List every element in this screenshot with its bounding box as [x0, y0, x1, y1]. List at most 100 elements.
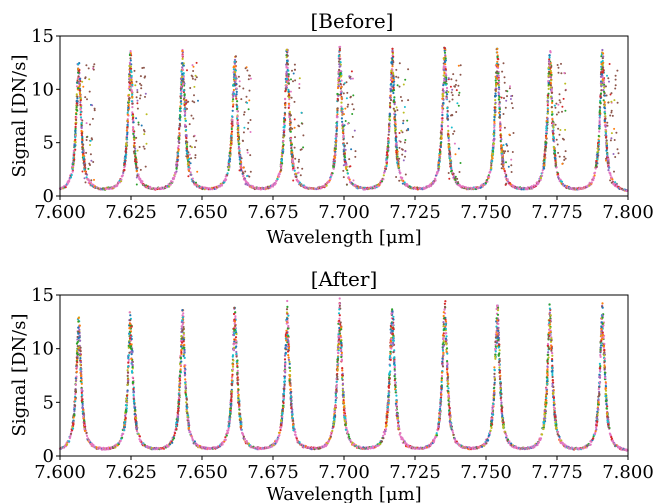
- data-point: [185, 128, 188, 132]
- data-point: [135, 96, 138, 99]
- data-point: [597, 134, 600, 138]
- data-point: [605, 139, 608, 142]
- data-point: [128, 81, 131, 84]
- data-point: [181, 72, 184, 75]
- data-point: [338, 63, 341, 66]
- data-point: [179, 109, 182, 112]
- data-point: [290, 143, 293, 146]
- data-point: [89, 139, 92, 142]
- data-point: [615, 131, 618, 134]
- data-point: [72, 149, 75, 152]
- data-point: [237, 133, 240, 136]
- data-point: [340, 97, 343, 100]
- data-point: [453, 142, 456, 145]
- data-point: [78, 92, 82, 95]
- data-point: [349, 165, 352, 168]
- data-point: [550, 73, 553, 76]
- data-point: [193, 85, 196, 88]
- data-point: [285, 86, 288, 89]
- data-point: [187, 169, 190, 172]
- data-point: [398, 146, 401, 149]
- data-point: [603, 86, 606, 89]
- data-point: [549, 76, 553, 79]
- data-point: [497, 98, 500, 101]
- data-point: [486, 180, 489, 183]
- data-point: [554, 159, 557, 162]
- data-point: [183, 114, 187, 117]
- data-point: [186, 69, 188, 72]
- data-point: [342, 92, 345, 95]
- data-point: [447, 135, 450, 138]
- x-tick-label: 7.725: [389, 202, 441, 223]
- data-point: [401, 148, 404, 151]
- data-point: [434, 179, 437, 182]
- data-point: [344, 148, 347, 151]
- data-point: [89, 153, 92, 156]
- data-point: [74, 125, 77, 128]
- data-point: [89, 123, 91, 126]
- data-point: [447, 91, 450, 93]
- data-point: [548, 64, 551, 67]
- data-point: [128, 84, 131, 87]
- data-point: [244, 170, 247, 173]
- data-point: [557, 151, 560, 154]
- data-point: [143, 133, 146, 136]
- data-point: [230, 127, 233, 131]
- data-point: [494, 92, 497, 95]
- data-point: [131, 106, 134, 109]
- data-point: [346, 105, 349, 108]
- data-point: [405, 129, 408, 132]
- data-point: [443, 60, 446, 64]
- data-point: [289, 123, 292, 126]
- data-point: [509, 85, 511, 88]
- data-point: [457, 104, 460, 107]
- data-point: [178, 122, 181, 125]
- data-point: [341, 127, 344, 130]
- data-point: [610, 100, 613, 103]
- data-point: [289, 137, 293, 140]
- data-point: [238, 156, 241, 159]
- data-point: [232, 68, 235, 71]
- plot-area: [58, 45, 629, 192]
- data-point: [498, 101, 501, 104]
- data-point: [236, 122, 240, 125]
- data-point: [396, 150, 399, 153]
- data-point: [613, 99, 616, 102]
- data-point: [291, 159, 294, 162]
- data-point: [442, 66, 445, 69]
- data-point: [81, 138, 84, 141]
- data-point: [132, 150, 135, 153]
- data-point: [341, 131, 344, 134]
- data-point: [401, 131, 404, 134]
- data-point: [599, 102, 602, 105]
- data-point: [457, 94, 460, 97]
- data-point: [229, 146, 232, 149]
- data-point: [237, 75, 240, 78]
- data-point: [287, 88, 290, 91]
- data-point: [248, 89, 251, 92]
- data-point: [616, 101, 619, 104]
- data-point: [182, 83, 185, 86]
- data-point: [495, 70, 499, 73]
- data-point: [178, 137, 181, 140]
- data-point: [134, 152, 137, 155]
- data-point: [231, 118, 234, 121]
- data-point: [85, 434, 89, 437]
- data-point: [443, 81, 446, 84]
- data-point: [610, 181, 613, 184]
- data-point: [64, 186, 67, 189]
- data-point: [613, 127, 616, 130]
- data-point: [75, 93, 78, 96]
- data-point: [443, 79, 446, 82]
- data-point: [351, 103, 354, 106]
- data-point: [281, 150, 284, 154]
- data-point: [66, 182, 69, 185]
- data-point: [233, 73, 236, 76]
- data-point: [397, 164, 400, 167]
- data-point: [539, 178, 542, 181]
- data-point: [500, 147, 503, 150]
- data-point: [186, 155, 189, 158]
- data-point: [190, 114, 193, 117]
- data-point: [390, 83, 393, 86]
- data-point: [601, 76, 605, 79]
